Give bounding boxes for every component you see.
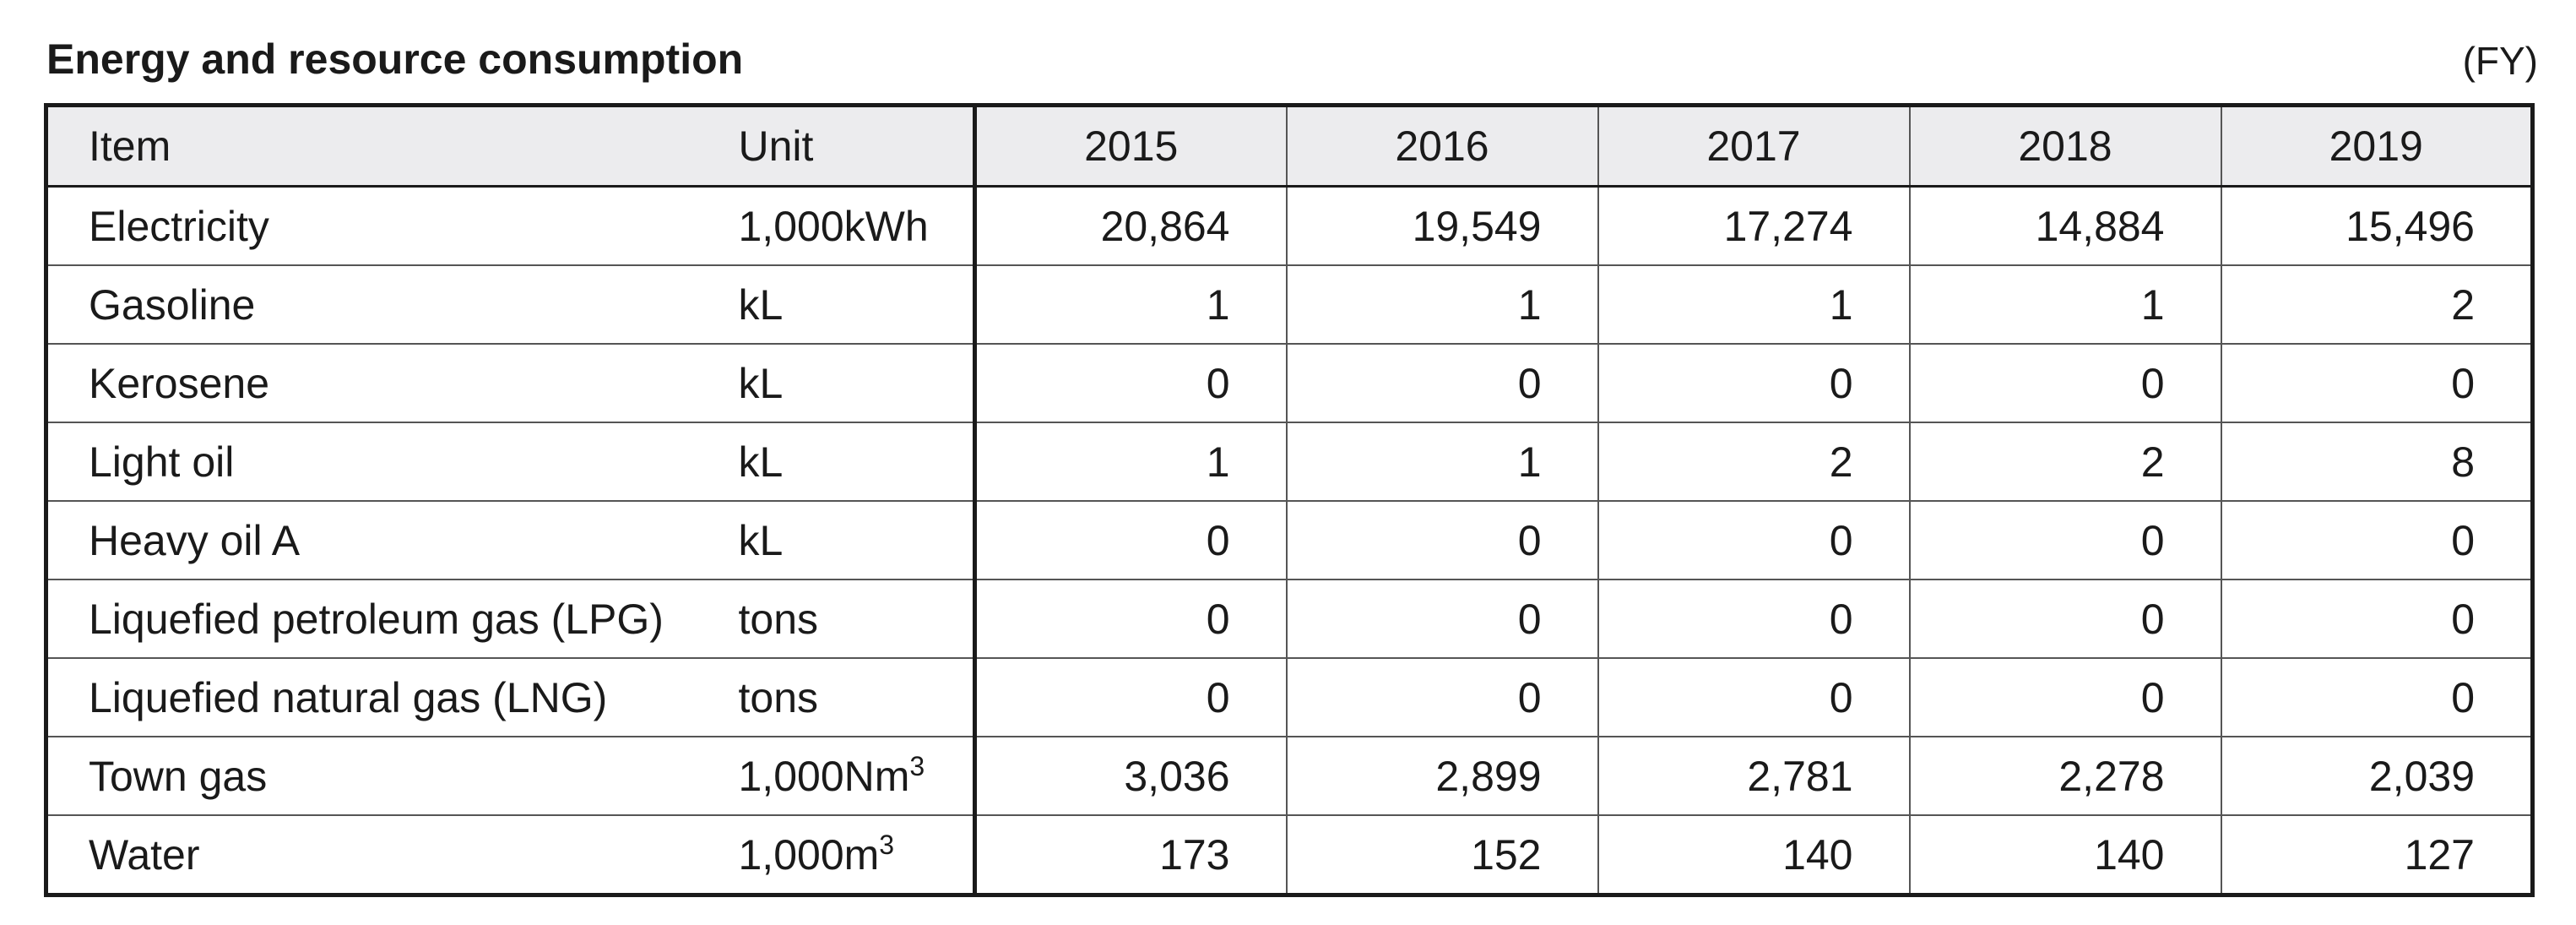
value-cell: 1 xyxy=(1285,265,1598,345)
row-item-label: Electricity xyxy=(46,186,739,266)
unit-base: kL xyxy=(738,516,784,564)
value-cell: 140 xyxy=(1597,815,1910,895)
value-cell: 0 xyxy=(1597,344,1910,423)
value-cell: 0 xyxy=(973,501,1287,580)
unit-base: tons xyxy=(738,595,819,643)
value-cell: 3,036 xyxy=(973,737,1287,816)
row-unit: 1,000Nm3 xyxy=(738,737,975,816)
row-unit: kL xyxy=(738,344,975,423)
row-item-label: Light oil xyxy=(46,422,739,502)
table-row: Liquefied natural gas (LNG) tons 0 0 0 0 0 xyxy=(46,658,2533,737)
column-header-year: 2016 xyxy=(1285,105,1598,188)
row-unit: kL xyxy=(738,265,975,345)
unit-base: kL xyxy=(738,438,784,486)
value-cell: 15,496 xyxy=(2220,186,2533,266)
table-row: Gasoline kL 1 1 1 1 2 xyxy=(46,265,2533,345)
value-cell: 152 xyxy=(1285,815,1598,895)
fiscal-year-note: (FY) xyxy=(2462,39,2538,83)
column-header-item: Item xyxy=(46,105,739,188)
column-header-year: 2015 xyxy=(973,105,1287,188)
table-row: Electricity 1,000kWh 20,864 19,549 17,274 14,… xyxy=(46,186,2533,266)
row-item-label: Liquefied petroleum gas (LPG) xyxy=(46,579,739,659)
value-cell: 1 xyxy=(1285,422,1598,502)
row-unit: tons xyxy=(738,658,975,737)
header-row: Item Unit 2015 2016 2017 2018 2019 xyxy=(46,105,2533,188)
value-cell: 17,274 xyxy=(1597,186,1910,266)
value-cell: 0 xyxy=(973,344,1287,423)
value-cell: 0 xyxy=(1597,501,1910,580)
value-cell: 0 xyxy=(2220,501,2533,580)
row-item-label: Kerosene xyxy=(46,344,739,423)
value-cell: 0 xyxy=(1285,344,1598,423)
energy-consumption-table: Item Unit 2015 2016 2017 2018 2019 Elect… xyxy=(44,103,2535,897)
unit-base: 1,000m xyxy=(738,830,880,879)
value-cell: 1 xyxy=(973,265,1287,345)
column-header-year: 2019 xyxy=(2220,105,2533,188)
value-cell: 0 xyxy=(2220,579,2533,659)
table-body: Electricity 1,000kWh 20,864 19,549 17,274 14,… xyxy=(46,186,2533,895)
value-cell: 2,899 xyxy=(1285,737,1598,816)
table-title: Energy and resource consumption xyxy=(46,35,744,83)
value-cell: 20,864 xyxy=(973,186,1287,266)
column-header-year: 2017 xyxy=(1597,105,1910,188)
value-cell: 173 xyxy=(973,815,1287,895)
value-cell: 1 xyxy=(973,422,1287,502)
value-cell: 0 xyxy=(1285,501,1598,580)
table-row: Liquefied petroleum gas (LPG) tons 0 0 0 0 0 xyxy=(46,579,2533,659)
row-item-label: Liquefied natural gas (LNG) xyxy=(46,658,739,737)
value-cell: 0 xyxy=(973,579,1287,659)
unit-base: kL xyxy=(738,359,784,407)
value-cell: 0 xyxy=(1285,658,1598,737)
value-cell: 0 xyxy=(1597,579,1910,659)
unit-base: kL xyxy=(738,280,784,329)
value-cell: 127 xyxy=(2220,815,2533,895)
unit-superscript: 3 xyxy=(879,829,895,860)
unit-base: tons xyxy=(738,673,819,721)
value-cell: 2,781 xyxy=(1597,737,1910,816)
value-cell: 1 xyxy=(1908,265,2221,345)
row-unit: kL xyxy=(738,501,975,580)
value-cell: 1 xyxy=(1597,265,1910,345)
value-cell: 14,884 xyxy=(1908,186,2221,266)
value-cell: 19,549 xyxy=(1285,186,1598,266)
row-item-label: Water xyxy=(89,830,200,879)
table-row: Light oil kL 1 1 2 2 8 xyxy=(46,422,2533,502)
value-cell: 0 xyxy=(973,658,1287,737)
value-cell: 2,039 xyxy=(2220,737,2533,816)
value-cell: 0 xyxy=(1908,344,2221,423)
row-item-label: Town gas xyxy=(46,737,739,816)
row-item-label: Gasoline xyxy=(46,265,739,345)
value-cell: 0 xyxy=(1285,579,1598,659)
column-header-year: 2018 xyxy=(1908,105,2221,188)
value-cell: 2 xyxy=(1908,422,2221,502)
value-cell: 2,278 xyxy=(1908,737,2221,816)
row-unit: tons xyxy=(738,579,975,659)
row-unit: 1,000kWh xyxy=(738,186,975,266)
value-cell: 0 xyxy=(2220,658,2533,737)
table-row: Kerosene kL 0 0 0 0 0 xyxy=(46,344,2533,423)
row-unit: kL xyxy=(738,422,975,502)
value-cell: 0 xyxy=(1908,658,2221,737)
row-unit: 1,000m3 xyxy=(739,815,975,895)
value-cell: 0 xyxy=(1597,658,1910,737)
value-cell: 140 xyxy=(1908,815,2221,895)
table-row: Water 1,000m3 173 152 140 140 127 xyxy=(46,815,2533,895)
unit-base: 1,000kWh xyxy=(738,202,929,250)
value-cell: 2 xyxy=(2220,265,2533,345)
value-cell: 0 xyxy=(2220,344,2533,423)
value-cell: 8 xyxy=(2220,422,2533,502)
value-cell: 0 xyxy=(1908,579,2221,659)
unit-base: 1,000Nm xyxy=(738,752,910,800)
value-cell: 2 xyxy=(1597,422,1910,502)
column-header-unit: Unit xyxy=(738,105,975,188)
unit-superscript: 3 xyxy=(909,750,925,781)
table-row: Town gas 1,000Nm3 3,036 2,899 2,781 2,278 2,03… xyxy=(46,737,2533,816)
value-cell: 0 xyxy=(1908,501,2221,580)
row-item-label: Heavy oil A xyxy=(46,501,739,580)
